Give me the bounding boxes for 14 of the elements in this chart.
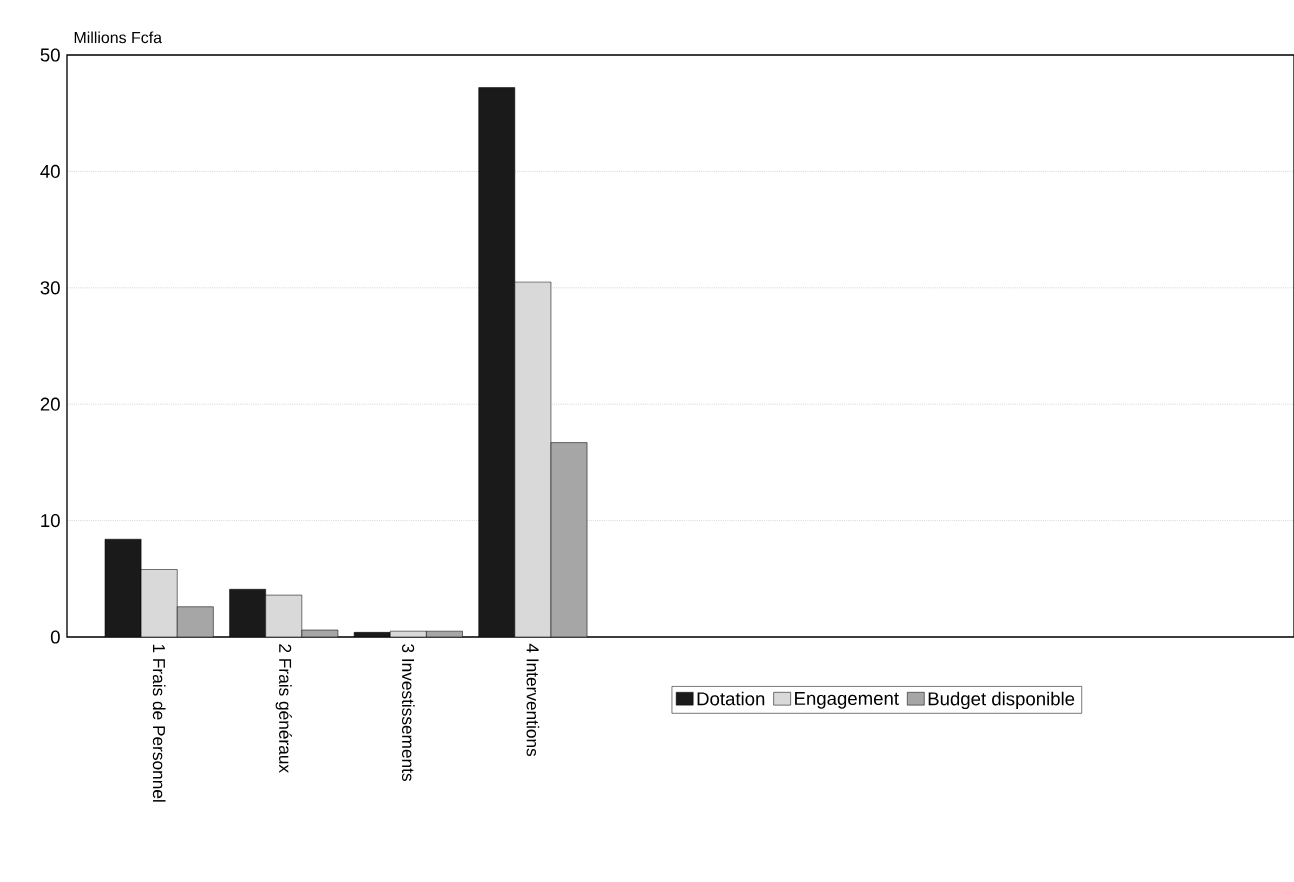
y-tick-label: 40 — [40, 164, 60, 178]
legend-label: Budget disponible — [928, 691, 1075, 710]
y-tick-label: 30 — [40, 281, 60, 295]
x-tick-label: 1 Frais de Personnel — [152, 644, 166, 802]
x-tick-label: 4 Interventions — [526, 643, 540, 757]
x-tick-label: 3 Investissements — [401, 644, 415, 782]
y-tick-label: 50 — [40, 48, 60, 62]
legend-label: Engagement — [795, 692, 899, 709]
y-axis-title: Millions Fcfa — [74, 31, 162, 44]
y-tick-label: 20 — [40, 397, 60, 411]
x-tick-label: 2 Frais généraux — [275, 644, 292, 773]
y-tick-label: 10 — [41, 514, 60, 528]
y-tick-label: 0 — [50, 630, 60, 644]
legend-label: Dotation — [697, 691, 765, 706]
